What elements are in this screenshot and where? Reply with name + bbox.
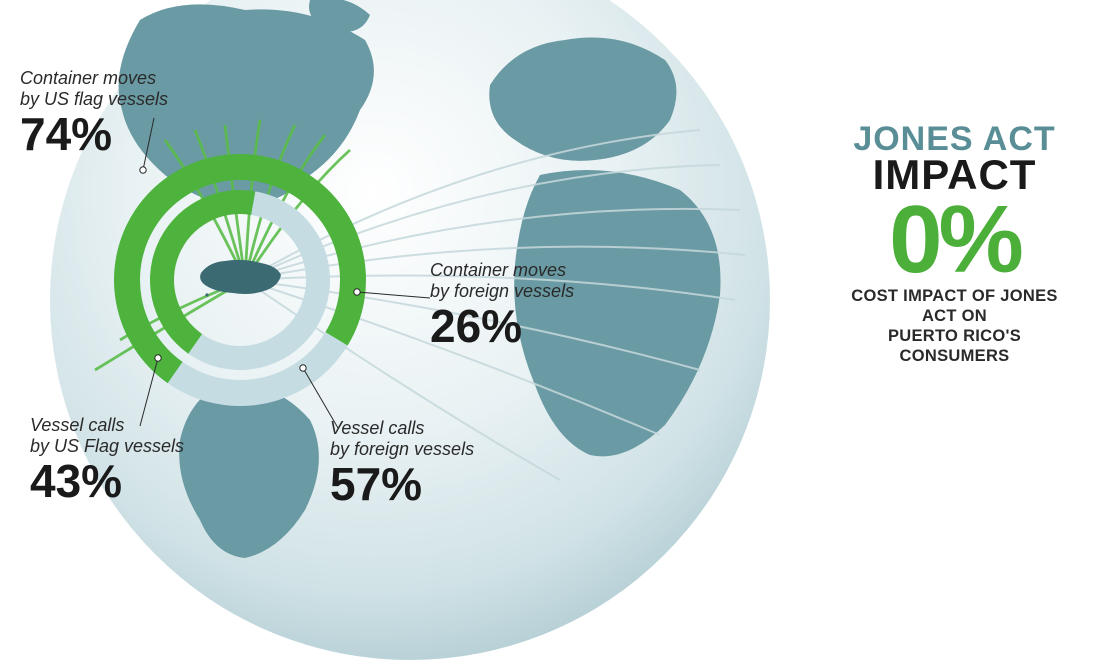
callout-label-line: Vessel calls [330,418,424,438]
callout-label-line: by foreign vessels [330,439,474,459]
callout-container-foreign: Container movesby foreign vessels 26% [430,260,574,349]
callout-value: 74% [20,111,168,157]
puerto-rico-island [195,255,285,300]
callout-label-line: Container moves [430,260,566,280]
land-europe [480,30,690,170]
jones-act-sidebar: JONES ACT IMPACT 0% COST IMPACT OF JONES… [837,120,1072,367]
callout-container-us: Container movesby US flag vessels 74% [20,68,168,157]
callout-value: 43% [30,458,184,504]
callout-vessel-foreign: Vessel callsby foreign vessels 57% [330,418,474,507]
sidebar-subtext: COST IMPACT OF JONES ACT ON PUERTO RICO'… [837,287,1072,366]
callout-value: 57% [330,461,474,507]
callout-label-line: by US flag vessels [20,89,168,109]
sidebar-sub-line: COST IMPACT OF JONES ACT ON [851,287,1057,325]
sidebar-big-percent: 0% [837,197,1072,283]
callout-label-line: by foreign vessels [430,281,574,301]
sidebar-sub-line: PUERTO RICO'S CONSUMERS [888,327,1021,365]
callout-label-line: Vessel calls [30,415,124,435]
callout-value: 26% [430,303,574,349]
callout-label-line: Container moves [20,68,156,88]
callout-vessel-us: Vessel callsby US Flag vessels 43% [30,415,184,504]
callout-label-line: by US Flag vessels [30,436,184,456]
